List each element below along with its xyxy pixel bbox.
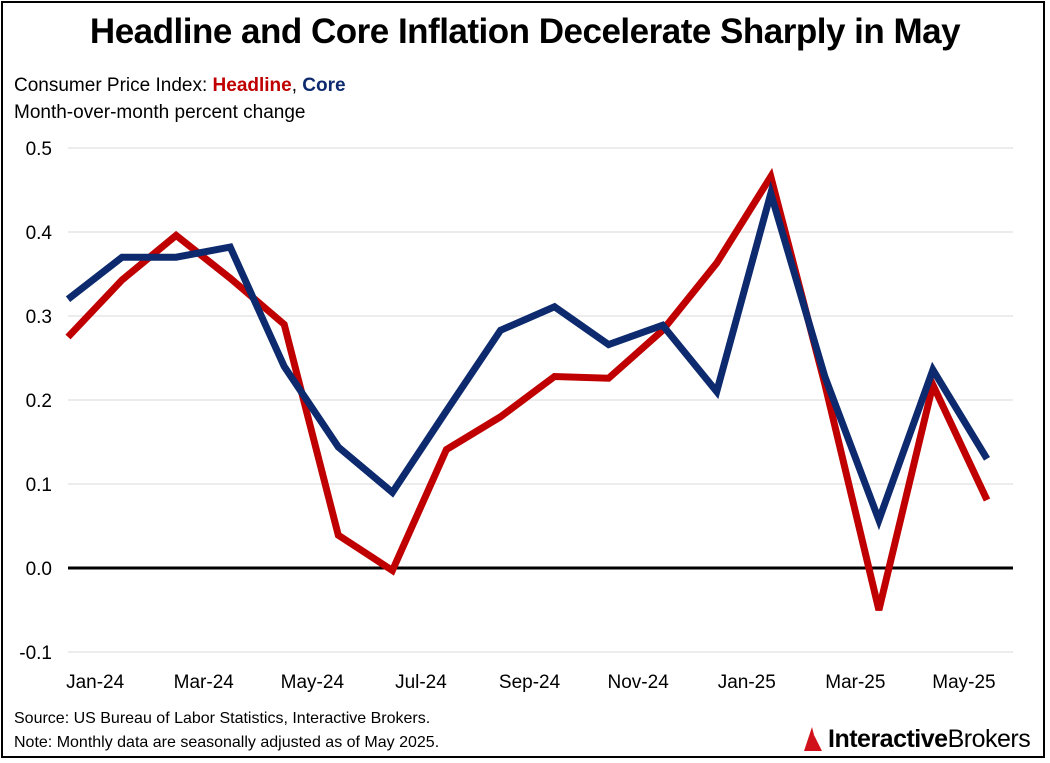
series-lines	[65, 167, 991, 611]
y-tick-label: -0.1	[19, 643, 52, 664]
chart-title: Headline and Core Inflation Decelerate S…	[89, 12, 961, 51]
data-note: Note: Monthly data are seasonally adjust…	[14, 734, 440, 751]
line-chart: -0.1 0.0 0.1 0.2 0.3 0.4 0.5 Jan-24 Mar-24 May-2…	[19, 139, 1013, 693]
x-tick-label: Jul-24	[395, 672, 447, 693]
y-tick-label: 0.3	[26, 307, 52, 328]
x-tick-label: Jan-24	[66, 672, 125, 693]
x-axis-ticks: Jan-24 Mar-24 May-24 Jul-24 Sep-24 Nov-24 Jan-…	[66, 672, 996, 693]
x-tick-label: Sep-24	[499, 672, 561, 693]
x-tick-label: Mar-24	[174, 672, 235, 693]
y-axis-label: Month-over-month percent change	[14, 102, 306, 123]
interactive-brokers-logo: InteractiveBrokers	[800, 724, 1031, 754]
series-line-headline	[65, 167, 991, 611]
x-tick-label: May-25	[932, 672, 995, 693]
y-tick-label: 0.0	[26, 559, 52, 580]
brokers-logo-icon	[804, 727, 822, 751]
y-axis-ticks: -0.1 0.0 0.1 0.2 0.3 0.4 0.5	[19, 139, 52, 664]
x-tick-label: Mar-25	[825, 672, 885, 693]
gridlines	[68, 147, 1013, 653]
logo-wordmark: InteractiveBrokers	[828, 724, 1031, 753]
source-note: Source: US Bureau of Labor Statistics, I…	[14, 710, 431, 727]
x-tick-label: Nov-24	[608, 672, 670, 693]
subtitle-prefix: Consumer Price Index:	[14, 75, 213, 96]
y-tick-label: 0.5	[26, 139, 52, 160]
x-tick-label: May-24	[281, 672, 345, 693]
y-tick-label: 0.4	[26, 223, 53, 244]
legend-core: Core	[302, 75, 346, 96]
subtitle-separator: ,	[291, 75, 303, 96]
y-tick-label: 0.2	[26, 391, 52, 412]
legend-headline: Headline	[212, 75, 292, 96]
x-tick-label: Jan-25	[718, 672, 776, 693]
y-tick-label: 0.1	[26, 475, 52, 496]
series-line-core	[65, 180, 990, 531]
chart-subtitle: Consumer Price Index: Headline, Core	[14, 75, 346, 97]
